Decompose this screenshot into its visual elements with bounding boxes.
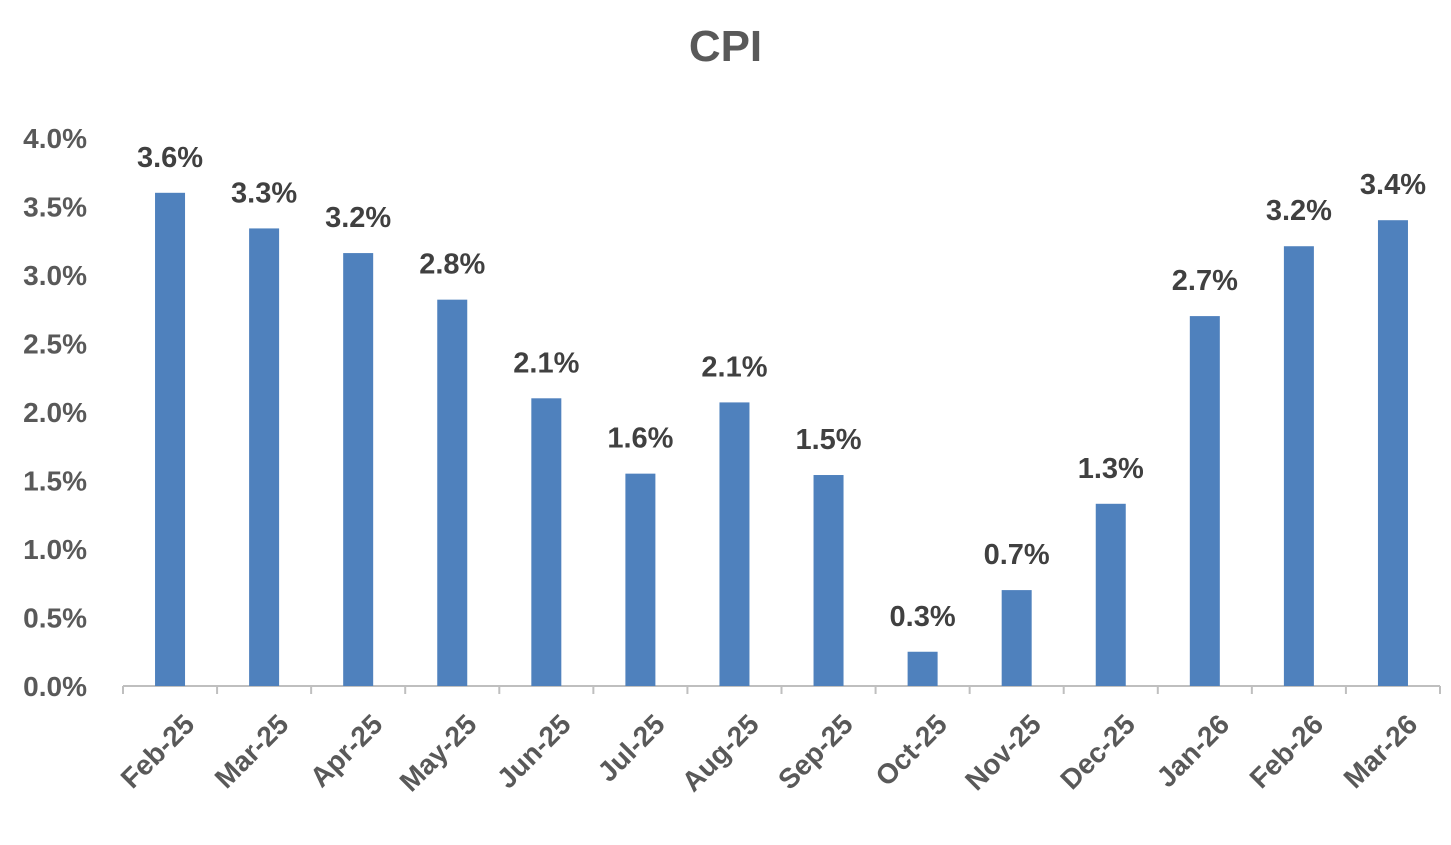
data-label: 3.2%	[325, 202, 391, 234]
x-tick-label: Aug-25	[676, 708, 765, 797]
data-label: 1.3%	[1078, 453, 1144, 485]
x-tick-label: Feb-26	[1244, 708, 1330, 794]
bar	[437, 299, 468, 686]
x-tick-label: May-25	[394, 708, 483, 797]
data-label: 3.2%	[1266, 195, 1332, 227]
x-tick-label: Feb-25	[115, 708, 201, 794]
x-tick-label: Nov-25	[959, 708, 1047, 796]
y-tick-label: 2.0%	[23, 397, 87, 428]
x-tick-label: Jul-25	[592, 708, 671, 787]
x-tick-label: Mar-25	[209, 708, 295, 794]
y-tick-label: 0.5%	[23, 603, 87, 634]
data-label: 3.3%	[231, 177, 297, 209]
x-tick-label: Oct-25	[869, 708, 953, 792]
bar	[813, 475, 844, 686]
data-label: 2.8%	[419, 249, 485, 281]
y-tick-label: 2.5%	[23, 329, 87, 360]
data-label: 1.5%	[795, 424, 861, 456]
y-tick-label: 3.0%	[23, 260, 87, 291]
bar	[155, 192, 186, 687]
data-label: 3.4%	[1360, 169, 1426, 201]
bar	[1377, 220, 1408, 686]
bar	[1189, 316, 1220, 686]
y-tick-label: 3.5%	[23, 192, 87, 223]
data-label: 2.1%	[513, 347, 579, 379]
x-tick-label: Mar-26	[1338, 708, 1424, 794]
bar	[625, 473, 656, 686]
y-tick-label: 1.5%	[23, 466, 87, 497]
data-label: 0.7%	[984, 539, 1050, 571]
bar	[1001, 590, 1032, 686]
data-label: 2.7%	[1172, 265, 1238, 297]
x-tick-label: Dec-25	[1054, 708, 1141, 795]
chart-title: CPI	[688, 22, 763, 71]
bar	[343, 253, 374, 686]
bar	[907, 651, 938, 686]
bar	[1095, 503, 1126, 686]
x-tick-label: Jan-26	[1151, 708, 1236, 793]
x-tick-label: Jun-25	[491, 708, 577, 794]
bar	[719, 402, 750, 686]
y-tick-label: 0.0%	[23, 671, 87, 702]
data-label: 2.1%	[701, 351, 767, 383]
x-tick-label: Sep-25	[772, 708, 859, 795]
x-tick-label: Apr-25	[304, 708, 389, 793]
y-tick-label: 1.0%	[23, 534, 87, 565]
y-tick-label: 4.0%	[23, 123, 87, 154]
bar	[1283, 246, 1314, 687]
bar	[249, 228, 280, 687]
bar	[531, 398, 562, 686]
data-label: 1.6%	[607, 423, 673, 455]
data-label: 0.3%	[890, 601, 956, 633]
data-label: 3.6%	[137, 142, 203, 174]
